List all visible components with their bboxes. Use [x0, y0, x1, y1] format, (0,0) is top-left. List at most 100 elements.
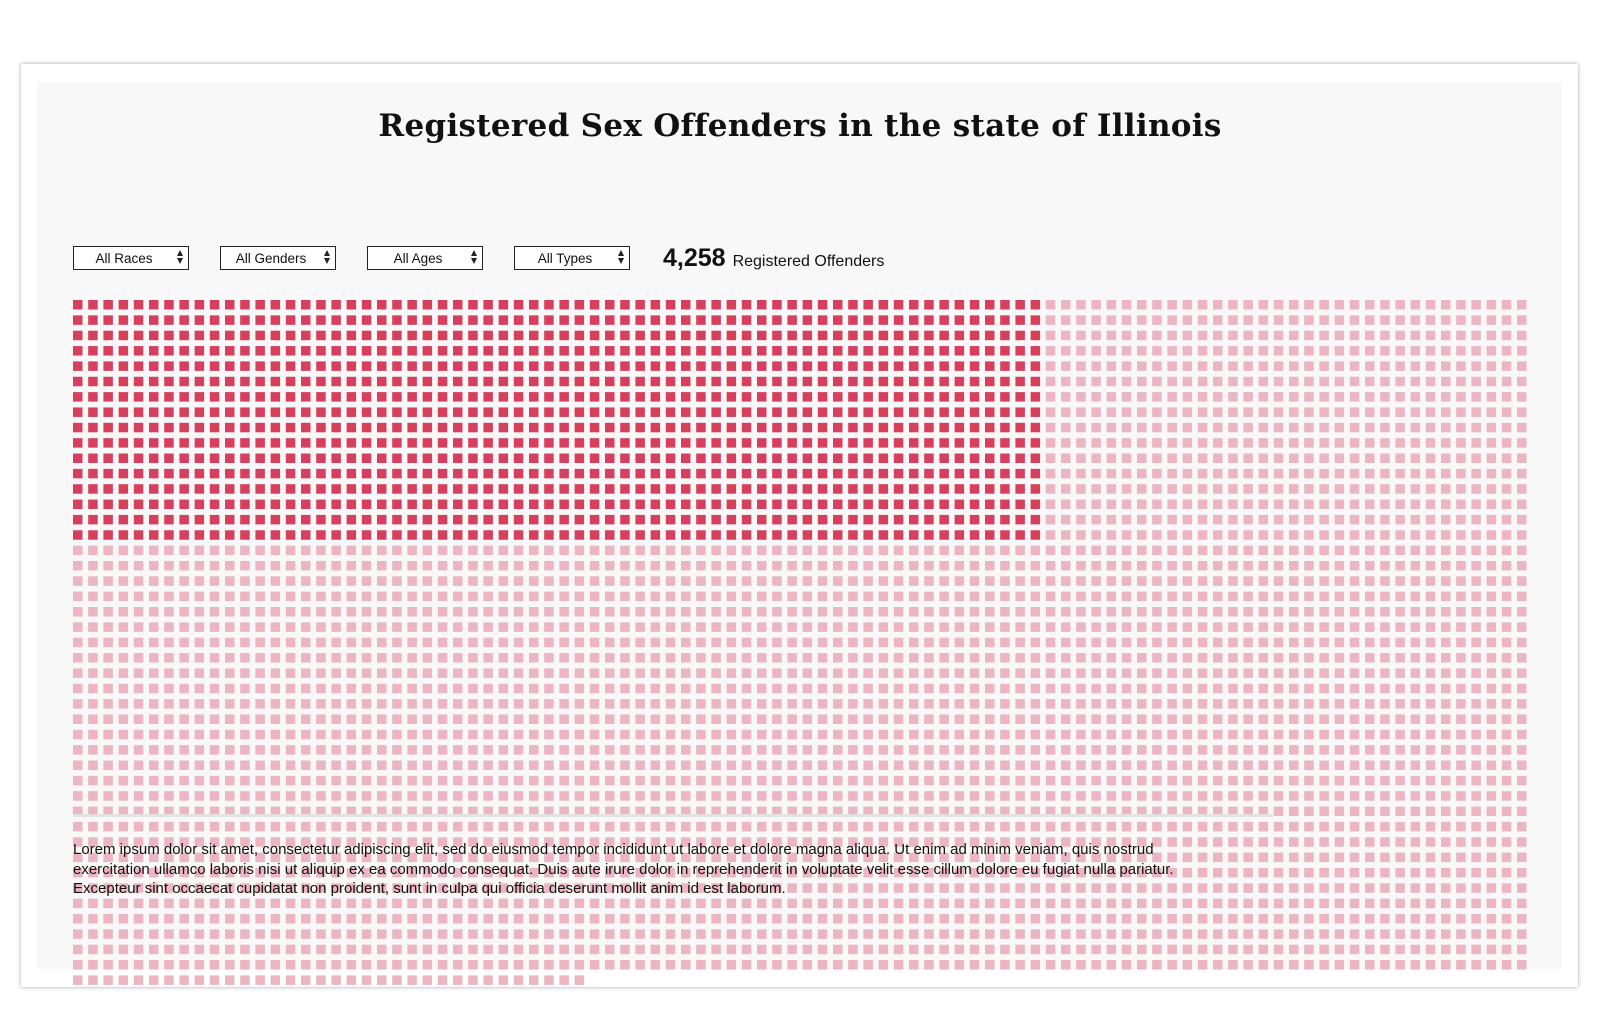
- offender-unit: [833, 714, 843, 724]
- offender-unit: [1319, 315, 1329, 325]
- offender-unit: [544, 653, 554, 663]
- offender-unit: [1410, 775, 1421, 786]
- offender-unit-highlighted: [605, 315, 615, 325]
- offender-unit-highlighted: [118, 361, 129, 371]
- offender-unit: [711, 806, 721, 817]
- offender-unit: [270, 852, 281, 863]
- offender-unit: [301, 837, 311, 847]
- offender-unit: [301, 867, 311, 878]
- offender-unit: [650, 821, 661, 832]
- offender-unit: [1456, 929, 1466, 939]
- offender-unit: [605, 914, 615, 924]
- offender-unit-highlighted: [468, 422, 478, 433]
- offender-unit: [1410, 929, 1421, 939]
- offender-unit: [848, 607, 858, 617]
- offender-unit: [407, 867, 417, 878]
- offender-unit: [422, 683, 433, 694]
- offender-unit-highlighted: [757, 453, 767, 463]
- offender-unit: [878, 683, 889, 694]
- offender-unit: [331, 837, 341, 847]
- offender-unit: [1304, 407, 1314, 417]
- offender-unit: [696, 637, 706, 648]
- offender-unit: [422, 883, 433, 893]
- gender-filter-select[interactable]: All Genders: [220, 246, 336, 270]
- offender-unit: [1486, 699, 1497, 709]
- offender-unit: [1334, 852, 1345, 863]
- offender-unit: [255, 668, 265, 678]
- offender-unit: [149, 729, 159, 740]
- offender-unit: [1243, 622, 1253, 632]
- offender-unit-highlighted: [681, 530, 691, 540]
- offender-unit: [73, 944, 83, 955]
- offender-unit-highlighted: [179, 438, 189, 448]
- offender-unit-highlighted: [194, 468, 205, 479]
- offender-unit-highlighted: [513, 499, 524, 510]
- offender-unit: [1152, 300, 1162, 310]
- offender-unit: [1228, 315, 1238, 325]
- offender-unit: [1289, 914, 1299, 924]
- offender-unit: [1167, 821, 1177, 832]
- offender-unit: [407, 637, 417, 648]
- offender-unit-highlighted: [939, 392, 949, 402]
- offender-unit: [1425, 576, 1436, 586]
- offender-unit: [1182, 914, 1193, 924]
- offender-unit: [88, 760, 98, 770]
- offender-unit: [361, 576, 372, 586]
- offender-unit: [1152, 560, 1162, 571]
- offender-unit-highlighted: [133, 392, 144, 402]
- type-filter-select[interactable]: All Types: [514, 246, 630, 270]
- offender-unit: [833, 745, 843, 755]
- offender-unit: [149, 975, 159, 985]
- offender-unit: [331, 560, 341, 571]
- offender-unit: [1228, 668, 1238, 678]
- offender-unit: [969, 653, 980, 663]
- offender-unit-highlighted: [179, 468, 189, 479]
- offender-unit: [103, 852, 113, 863]
- offender-unit: [1289, 745, 1299, 755]
- offender-unit: [772, 699, 782, 709]
- offender-unit: [529, 898, 539, 909]
- offender-unit: [1197, 637, 1208, 648]
- offender-unit: [270, 914, 281, 924]
- offender-unit: [1076, 683, 1086, 694]
- offender-unit: [1486, 361, 1497, 371]
- race-filter-select[interactable]: All Races: [73, 246, 189, 270]
- offender-unit: [589, 867, 600, 878]
- offender-unit: [1106, 867, 1117, 878]
- offender-unit-highlighted: [361, 330, 372, 341]
- offender-unit-highlighted: [878, 361, 889, 371]
- offender-unit: [1289, 806, 1299, 817]
- offender-unit-highlighted: [863, 392, 873, 402]
- offender-unit: [194, 929, 205, 939]
- offender-unit: [848, 914, 858, 924]
- offender-unit: [665, 775, 676, 786]
- offender-unit: [270, 821, 281, 832]
- offender-unit: [605, 607, 615, 617]
- offender-unit: [1289, 607, 1299, 617]
- offender-unit: [270, 668, 281, 678]
- offender-unit-highlighted: [635, 392, 645, 402]
- offender-unit: [1425, 960, 1436, 970]
- offender-unit: [1228, 422, 1238, 433]
- offender-unit: [711, 591, 721, 602]
- offender-unit: [1304, 591, 1314, 602]
- offender-unit: [1349, 530, 1360, 540]
- offender-unit-highlighted: [88, 300, 98, 310]
- offender-unit: [1121, 545, 1132, 556]
- offender-unit: [468, 852, 478, 863]
- offender-unit: [1334, 944, 1345, 955]
- offender-unit: [1273, 591, 1284, 602]
- offender-unit: [437, 729, 448, 740]
- offender-unit: [726, 791, 737, 801]
- offender-unit-highlighted: [225, 468, 235, 479]
- offender-unit: [1410, 714, 1421, 724]
- offender-unit: [1121, 960, 1132, 970]
- offender-unit: [225, 683, 235, 694]
- age-filter-select[interactable]: All Ages: [367, 246, 483, 270]
- offender-unit: [589, 637, 600, 648]
- offender-unit: [1243, 944, 1253, 955]
- offender-unit-highlighted: [696, 315, 706, 325]
- offender-unit-highlighted: [529, 499, 539, 510]
- offender-unit: [878, 545, 889, 556]
- offender-unit-highlighted: [392, 499, 402, 510]
